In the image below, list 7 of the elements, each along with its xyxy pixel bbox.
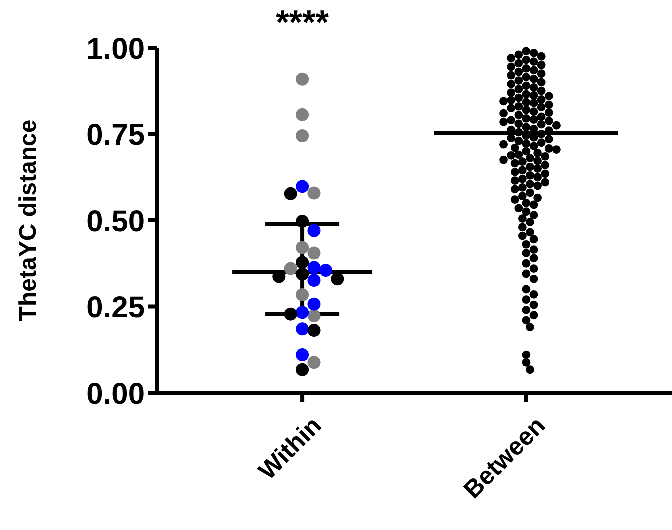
y-tick-label: 1.00	[86, 32, 145, 66]
y-tick-label: 0.50	[86, 205, 145, 238]
y-tick-label: 0.25	[86, 292, 145, 325]
y-tick-label: 0.00	[86, 378, 145, 411]
text: ****	[276, 4, 330, 42]
y-axis-title: ThetaYC distance	[15, 120, 42, 322]
y-tick-label: 0.75	[86, 119, 145, 152]
